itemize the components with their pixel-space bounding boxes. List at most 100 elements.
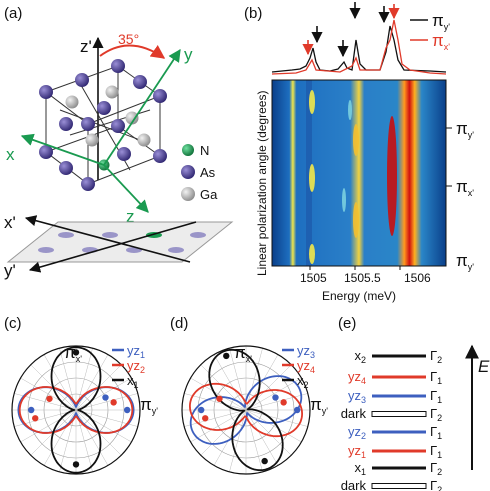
level-label: yz2 <box>348 424 366 441</box>
d-legend-yz3: yz3 <box>297 343 315 360</box>
legend-n-dot <box>182 144 194 156</box>
level-gamma: Γ2 <box>430 460 442 477</box>
polar-point <box>46 395 53 402</box>
x-axis-title: Energy (meV) <box>322 289 396 303</box>
energy-level: dark Γ2 <box>341 478 442 491</box>
panel-c: (c) πx' πy' yz1 yz2 x1 <box>4 315 158 475</box>
polar-curve <box>208 348 284 472</box>
angle-arc <box>99 44 166 59</box>
d-legend-x2: x2 <box>297 373 309 390</box>
d-legend: yz3 yz4 x2 <box>282 343 315 390</box>
level-gamma: Γ2 <box>430 478 442 491</box>
level-gamma: Γ2 <box>430 406 442 423</box>
x-ticks: 1505 1505.5 1506 <box>300 266 431 285</box>
right-label-2: πx' <box>456 177 474 198</box>
polar-point <box>28 406 35 414</box>
d-right-label: πy' <box>310 395 328 416</box>
panel-label-b: (b) <box>244 5 262 22</box>
x-prime-label: x' <box>4 213 16 232</box>
y-prime-axis <box>28 221 197 273</box>
x-tick-1505: 1505 <box>300 271 327 285</box>
spectrum-legend: πy' πx' <box>410 11 450 52</box>
energy-level: x2 Γ2 <box>354 348 442 365</box>
energy-level: yz1 Γ1 <box>348 443 442 460</box>
right-label-1: πy' <box>456 119 474 140</box>
atoms <box>39 59 167 191</box>
x-axis-label: x <box>6 145 15 164</box>
plane <box>6 221 234 263</box>
panel-b: (b) πy' πx' <box>244 2 474 303</box>
energy-level: dark Γ2 <box>341 406 442 423</box>
y-axis <box>103 48 181 166</box>
z-axis-label: z <box>126 207 135 226</box>
polar-curve <box>188 382 304 438</box>
polar-point <box>216 395 223 402</box>
y-prime-label: y' <box>4 261 16 280</box>
level-label: yz3 <box>348 388 366 405</box>
level-gamma: Γ2 <box>430 348 442 365</box>
c-top-label: πx' <box>64 343 82 364</box>
z-axis <box>103 164 149 213</box>
legend-n: N <box>200 143 209 158</box>
c-legend-x1: x1 <box>127 373 139 390</box>
level-label: yz4 <box>348 369 366 386</box>
level-label: x2 <box>354 348 366 365</box>
heatmap-features <box>306 80 397 266</box>
polar-point <box>72 349 80 356</box>
energy-axis-label: E <box>478 357 490 376</box>
d-top-label: πx' <box>234 343 252 364</box>
level-line-dark <box>371 411 427 417</box>
polar-frame <box>181 345 311 475</box>
polar-frame <box>11 345 141 475</box>
panel-a: (a) z' <box>4 5 234 280</box>
panel-label-c: (c) <box>4 315 22 332</box>
polar-grid-c <box>11 345 141 475</box>
legend-as-dot <box>181 165 195 179</box>
x-axis <box>20 133 105 166</box>
polar-point <box>272 394 279 401</box>
y-axis-title: Linear polarization angle (degrees) <box>255 91 269 276</box>
heatmap <box>272 80 446 266</box>
heatmap-right-labels: πy' πx' πy' <box>446 119 474 272</box>
energy-levels: x2 Γ2 yz4 Γ1 yz3 Γ1 dark Γ2 yz2 Γ1 yz1 Γ1 x1 Γ2 dark Γ2 <box>341 348 442 491</box>
level-gamma: Γ1 <box>430 388 442 405</box>
level-gamma: Γ1 <box>430 369 442 386</box>
polar-point <box>102 394 109 401</box>
c-legend-yz2: yz2 <box>127 358 145 375</box>
panel-label-a: (a) <box>4 5 22 22</box>
polar-point <box>261 457 268 465</box>
panel-d: (d) πx' πy' yz3 yz4 x2 <box>170 315 328 475</box>
legend-as: As <box>200 165 216 180</box>
level-label: yz1 <box>348 443 366 460</box>
y-axis-label: y <box>184 45 193 64</box>
level-label: x1 <box>354 460 366 477</box>
c-right-label: πy' <box>140 395 158 416</box>
spectrum-pi-x <box>271 19 447 75</box>
x-tick-1505-5: 1505.5 <box>344 271 381 285</box>
polar-point <box>72 461 80 468</box>
legend-pi-x: πx' <box>432 31 450 52</box>
polar-point <box>202 415 209 422</box>
d-legend-yz4: yz4 <box>297 358 315 375</box>
level-label: dark <box>341 406 367 421</box>
polar-point <box>294 406 301 414</box>
energy-level: yz3 Γ1 <box>348 388 442 405</box>
right-label-3: πy' <box>456 251 474 272</box>
polar-point <box>223 352 230 360</box>
polar-point <box>110 399 117 406</box>
panel-label-d: (d) <box>170 315 188 332</box>
c-legend-yz1: yz1 <box>127 343 145 360</box>
polar-point <box>124 406 131 414</box>
x-prime-axis <box>24 215 191 263</box>
level-gamma: Γ1 <box>430 424 442 441</box>
level-label: dark <box>341 478 367 491</box>
polar-point <box>280 399 287 406</box>
level-line-dark <box>371 483 427 489</box>
atom-legend: N As Ga <box>181 143 218 202</box>
energy-level: yz2 Γ1 <box>348 424 442 441</box>
x-tick-1506: 1506 <box>404 271 431 285</box>
panel-label-e: (e) <box>338 315 356 332</box>
plane-dots <box>38 232 206 253</box>
